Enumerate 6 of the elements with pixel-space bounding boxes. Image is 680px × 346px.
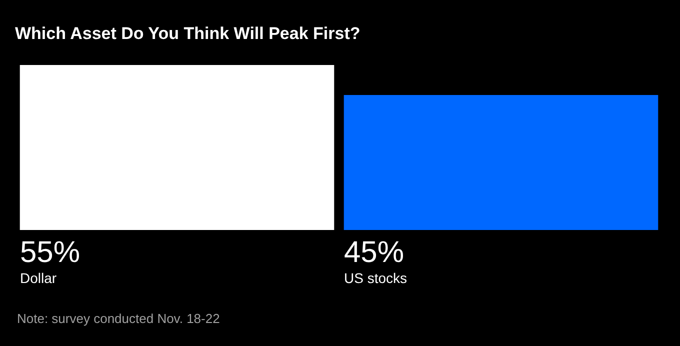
x-tick-label: Dollar	[20, 270, 57, 286]
data-label: 45%	[344, 236, 404, 269]
data-label: 55%	[20, 236, 80, 269]
chart-title: Which Asset Do You Think Will Peak First?	[15, 24, 360, 43]
x-tick-label: US stocks	[344, 270, 408, 286]
text: Note: survey conducted Nov. 18-22	[17, 311, 220, 326]
